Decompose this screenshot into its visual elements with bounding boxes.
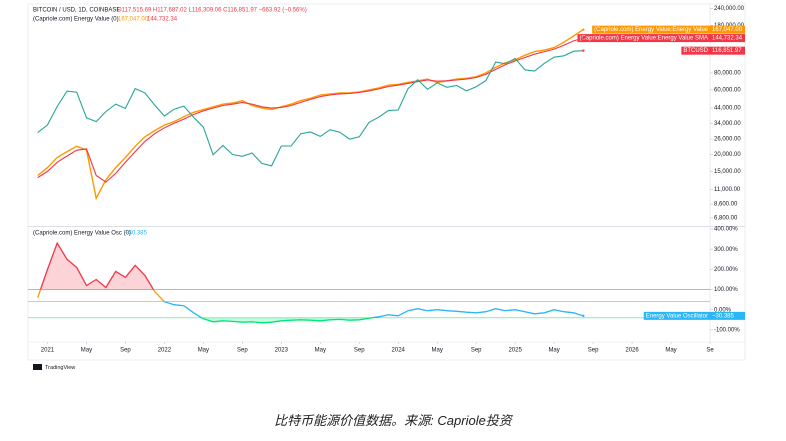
x-tick-label: Sep <box>120 348 131 354</box>
x-tick-label: Sep <box>588 348 599 354</box>
tag-name-bg <box>681 46 710 55</box>
y-tick-label: 0.00% <box>714 307 732 313</box>
last-point <box>582 49 585 52</box>
tag-name-bg <box>577 34 710 43</box>
y-tick-label: 34,000.00 <box>714 121 741 127</box>
tag-value-bg <box>710 46 745 55</box>
x-tick-label: 2025 <box>508 348 522 354</box>
x-tick-label: Sep <box>354 348 365 354</box>
tag-name: (Capriole.com) Energy Value:Energy Value <box>594 27 708 33</box>
symbol: BITCOIN / USD, 1D, COINBASE <box>33 8 120 14</box>
x-tick-label: 2026 <box>625 348 639 354</box>
tag-value: 167,047.00 <box>712 27 743 33</box>
tag-name: Energy Value Oscillator <box>646 313 708 319</box>
last-point <box>582 28 585 31</box>
x-tick-label: Sep <box>237 348 248 354</box>
brand-logo <box>33 364 42 370</box>
chart: BITCOIN / USD, 1D, COINBASE O117,515.69 … <box>27 3 746 371</box>
osc-line <box>37 241 584 324</box>
study-value: 144,732.34 <box>147 17 178 23</box>
tag-name-bg <box>643 311 710 320</box>
y-tick-label: 15,000.00 <box>714 169 741 175</box>
x-tick-label: 2021 <box>41 348 55 354</box>
x-tick-label: May <box>81 348 92 354</box>
study-value: 167,047.00 <box>118 17 149 23</box>
y-tick-label: 6,800.00 <box>714 216 738 222</box>
y-tick-label: -100.00% <box>714 327 740 333</box>
y-tick-label: 26,000.00 <box>714 137 741 143</box>
y-tick-label: 200.00% <box>714 267 738 273</box>
tag-name: (Capriole.com) Energy Value:Energy Value… <box>579 36 708 42</box>
ohlc: O117,515.69 H117,687.02 L116,309.06 C116… <box>117 8 307 14</box>
x-tick-label: May <box>548 348 559 354</box>
y-tick-label: 20,000.00 <box>714 152 741 158</box>
y-tick-label: 240,000.00 <box>714 6 745 12</box>
zone-fill <box>37 317 584 323</box>
x-tick-label: May <box>315 348 326 354</box>
tag-value-bg <box>710 34 745 43</box>
y-tick-label: 44,000.00 <box>714 106 741 112</box>
caption: 比特币能源价值数据。来源: Capriole投资 <box>274 413 512 428</box>
y-tick-label: 100.00% <box>714 287 738 293</box>
osc-title: (Capriole.com) Energy Value Osc (0) <box>33 231 131 237</box>
x-tick-label: May <box>432 348 443 354</box>
series-line <box>37 37 584 183</box>
tag-name-bg <box>592 25 710 34</box>
y-tick-label: 60,000.00 <box>714 87 741 93</box>
y-tick-label: 80,000.00 <box>714 71 741 77</box>
last-point <box>582 36 585 40</box>
tag-value: 116,851.97 <box>712 48 742 54</box>
x-tick-label: Se <box>706 348 714 354</box>
y-tick-label: 11,000.00 <box>714 187 741 193</box>
tag-value-bg <box>710 311 745 320</box>
series-line <box>37 50 584 167</box>
tag-value: −30.385 <box>712 313 735 319</box>
y-tick-label: 300.00% <box>714 247 738 253</box>
chart-frame <box>27 3 746 361</box>
x-tick-label: 2023 <box>275 348 289 354</box>
tag-value: 144,732.34 <box>712 36 743 42</box>
x-tick-label: 2024 <box>392 348 406 354</box>
tag-name: BTCUSD <box>683 48 708 54</box>
x-tick-label: Sep <box>471 348 482 354</box>
tag-value-bg <box>710 25 745 34</box>
x-tick-label: 2022 <box>158 348 172 354</box>
x-tick-label: May <box>198 348 209 354</box>
brand: TradingView <box>45 365 75 371</box>
osc-value: −30.385 <box>125 231 148 237</box>
y-tick-label: 8,600.00 <box>714 202 738 208</box>
x-tick-label: May <box>665 348 676 354</box>
last-point <box>582 314 585 318</box>
study-title: (Capriole.com) Energy Value (0) <box>33 17 119 23</box>
y-tick-label: 400.00% <box>714 227 738 233</box>
